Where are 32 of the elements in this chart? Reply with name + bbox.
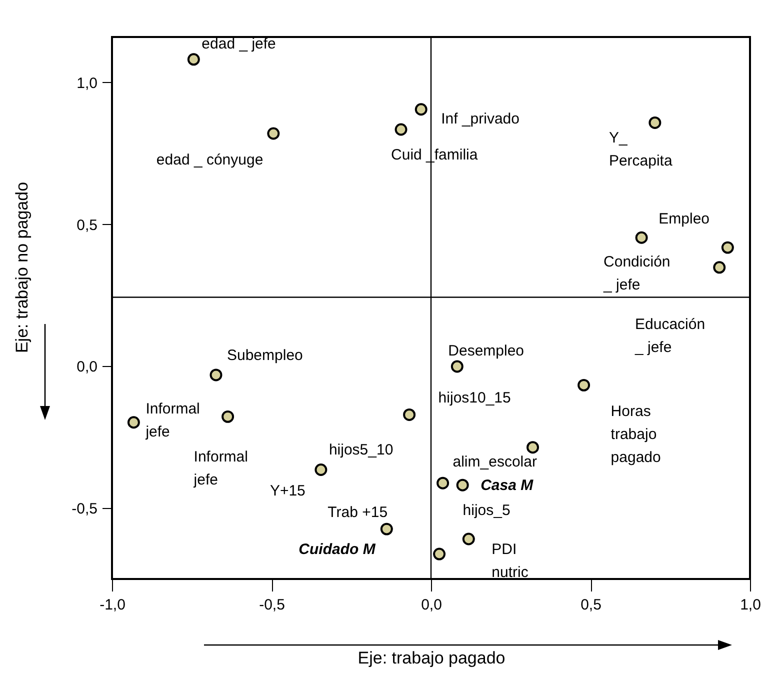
annotation: Empleo xyxy=(658,210,710,228)
annotation: Informal jefe xyxy=(192,448,248,489)
y-tick-label: -0,5 xyxy=(72,500,98,518)
annotation: Casa M xyxy=(480,477,534,494)
y-axis-title: Eje: trabajo no pagado xyxy=(12,182,32,354)
y-tick-label: 0,5 xyxy=(76,216,98,234)
annotation: hijos5_10 xyxy=(328,442,394,459)
annotation: Educación _ jefe xyxy=(634,316,706,356)
y-tick-label: 0,0 xyxy=(76,358,98,376)
annotation: Subempleo xyxy=(226,346,303,364)
x-tick-label: 0,5 xyxy=(580,596,602,614)
x-tick-label: 0,0 xyxy=(421,596,442,614)
y-tick-label: 1,0 xyxy=(76,74,98,92)
annotation: PDI nutric xyxy=(492,540,529,581)
x-tick-label: -0,5 xyxy=(259,596,285,614)
annotation: Informal jefe xyxy=(144,400,200,440)
annotation: edad _ cónyuge xyxy=(156,151,264,168)
annotation: hijos_5 xyxy=(462,502,510,520)
annotation: Cuidado M xyxy=(298,541,376,558)
annotation: edad _ jefe xyxy=(202,35,276,52)
annotation: Desempleo xyxy=(448,342,524,360)
annotation: Y+15 xyxy=(270,482,306,500)
annotation: alim_escolar xyxy=(452,453,537,470)
annotation: Trab +15 xyxy=(328,504,388,522)
annotation: hijos10_15 xyxy=(438,390,511,407)
annotation: Y_ Percapita xyxy=(608,130,673,170)
x-tick-label: 1,0 xyxy=(740,596,761,614)
annotation: Condición _ jefe xyxy=(602,254,670,294)
annotation: Horas trabajo pagado xyxy=(610,403,661,466)
annotation: Inf _privado xyxy=(441,110,520,128)
x-axis-title: Eje: trabajo pagado xyxy=(358,648,506,668)
x-tick-label: -1,0 xyxy=(100,596,126,614)
